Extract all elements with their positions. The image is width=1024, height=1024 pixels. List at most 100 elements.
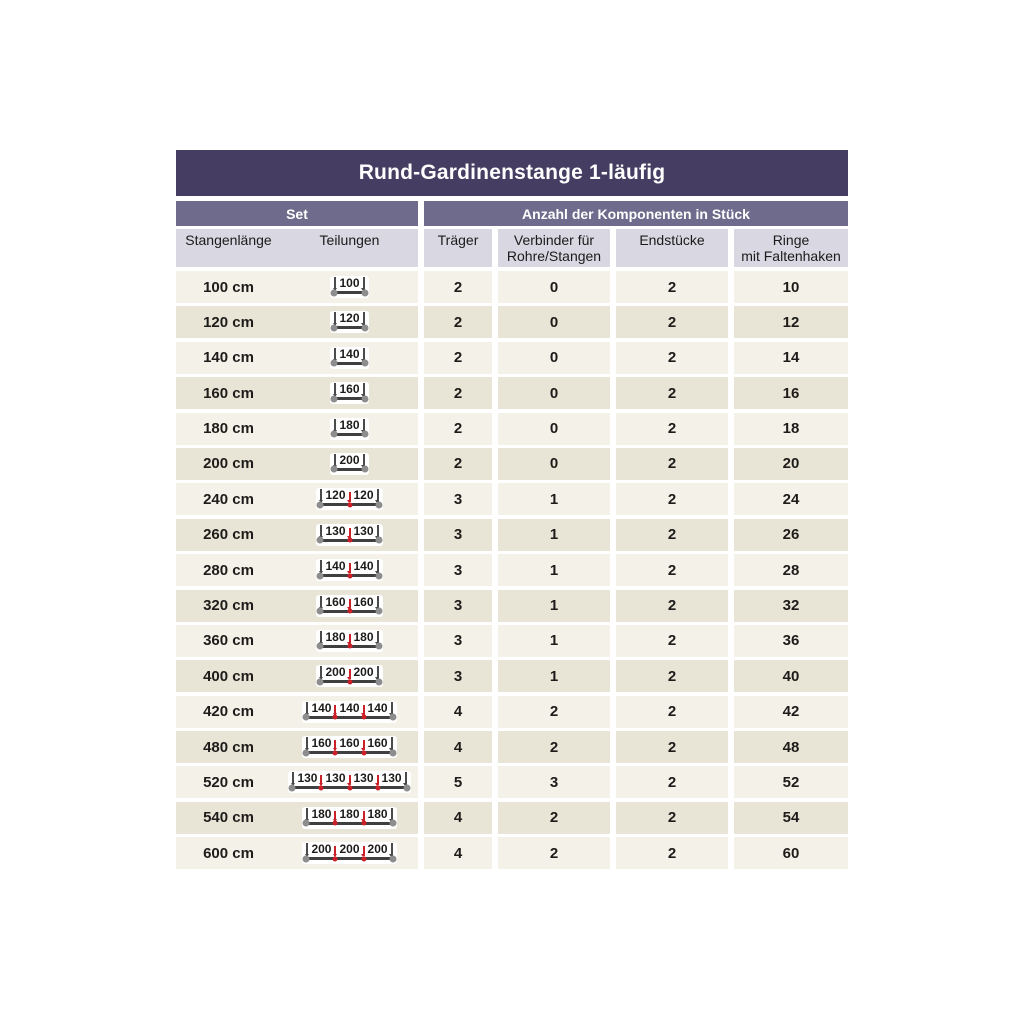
- dimension-labels: 160 160: [318, 595, 380, 610]
- endstuecke-count: 2: [616, 412, 728, 445]
- rod-end-dot-icon: [316, 536, 324, 544]
- column-header-traeger: Träger: [424, 229, 492, 267]
- rod-length-value: 140 cm: [203, 349, 254, 367]
- rod-graphic: [330, 465, 369, 473]
- connector-dot-icon: [347, 502, 352, 508]
- dimension-labels: 100: [332, 276, 366, 291]
- dimension-labels: 140 140 140: [304, 701, 394, 716]
- connector-dot-icon: [361, 750, 367, 756]
- junction-tick-icon: [332, 810, 337, 822]
- segment-length-label: 160: [311, 736, 332, 751]
- segment-length-label: 140: [325, 559, 346, 574]
- endstuecke-count: 2: [616, 306, 728, 339]
- verbinder-count: 2: [498, 837, 610, 870]
- table-row: 200 cm 200 2 0 2 20: [176, 447, 848, 480]
- rod-end-dot-icon: [302, 713, 310, 721]
- rod-end-dot-icon: [389, 819, 397, 827]
- segment-length-label: 140: [339, 346, 360, 361]
- segment-length-label: 130: [297, 771, 318, 786]
- segment-length-label: 130: [325, 523, 346, 538]
- segment-length-label: 160: [367, 736, 388, 751]
- rod-graphic: [330, 324, 369, 332]
- endstuecke-count: 2: [616, 589, 728, 622]
- dimension-labels: 180 180: [318, 629, 380, 645]
- connector-dot-icon: [318, 785, 324, 791]
- rod-end-dot-icon: [330, 359, 338, 367]
- division-diagram: 130 130 130 130: [288, 771, 411, 794]
- verbinder-count: 1: [498, 624, 610, 657]
- rod-end-dot-icon: [330, 430, 338, 438]
- rod-length-value: 400 cm: [203, 667, 254, 685]
- verbinder-count: 0: [498, 412, 610, 445]
- set-cell: 200 cm 200: [176, 447, 418, 480]
- endstuecke-count: 2: [616, 837, 728, 870]
- dimension-labels: 120: [332, 312, 366, 327]
- segment-length-label: 100: [339, 276, 360, 290]
- segment-length-label: 180: [339, 806, 360, 821]
- traeger-count: 4: [424, 801, 492, 834]
- table-row: 400 cm 200 200 3 1 2 40: [176, 660, 848, 693]
- connector-dot-icon: [361, 856, 367, 862]
- endstuecke-count: 2: [616, 731, 728, 764]
- connector-dot-icon: [347, 679, 352, 685]
- table-row: 420 cm 140 140 140 4 2 2 42: [176, 695, 848, 728]
- dimension-labels: 180: [332, 418, 366, 433]
- traeger-count: 2: [424, 306, 492, 339]
- junction-tick-icon: [347, 563, 351, 575]
- division-diagram-area: 140: [281, 346, 418, 369]
- connector-dot-icon: [361, 714, 367, 720]
- division-diagram-area: 200 200: [281, 665, 418, 688]
- traeger-count: 3: [424, 624, 492, 657]
- junction-tick-icon: [361, 704, 366, 716]
- endstuecke-count: 2: [616, 447, 728, 480]
- division-diagram: 180: [330, 417, 369, 440]
- verbinder-count: 2: [498, 731, 610, 764]
- rod-end-dot-icon: [361, 324, 369, 332]
- dimension-labels: 160 160 160: [304, 736, 394, 752]
- segment-length-label: 200: [339, 842, 360, 857]
- rod-graphic: [316, 607, 383, 615]
- rod-end-dot-icon: [316, 501, 324, 509]
- segment-length-label: 130: [381, 771, 402, 786]
- rod-graphic: [330, 395, 369, 403]
- endstuecke-count: 2: [616, 518, 728, 551]
- rod-length-value: 100 cm: [203, 278, 254, 296]
- column-header-ringe: Ringe mit Faltenhaken: [734, 229, 848, 267]
- ringe-count: 60: [734, 837, 848, 870]
- segment-length-label: 120: [325, 488, 346, 503]
- rod-graphic: [302, 749, 397, 757]
- rod-graphic: [316, 572, 383, 580]
- ringe-count: 28: [734, 554, 848, 587]
- table-row: 120 cm 120 2 0 2 12: [176, 306, 848, 339]
- endstuecke-count: 2: [616, 660, 728, 693]
- traeger-count: 2: [424, 341, 492, 374]
- segment-length-label: 180: [325, 629, 346, 644]
- division-diagram-area: 160 160: [281, 594, 418, 617]
- ringe-count: 54: [734, 801, 848, 834]
- traeger-count: 5: [424, 766, 492, 799]
- verbinder-count: 0: [498, 271, 610, 303]
- dimension-labels: 140: [332, 346, 366, 362]
- junction-tick-icon: [361, 810, 366, 822]
- rod-end-dot-icon: [389, 713, 397, 721]
- verbinder-count: 0: [498, 306, 610, 339]
- group-header-components-label: Anzahl der Komponenten in Stück: [522, 205, 750, 222]
- verbinder-count: 0: [498, 341, 610, 374]
- traeger-count: 3: [424, 589, 492, 622]
- division-diagram-area: 180 180: [281, 629, 418, 652]
- set-cell: 160 cm 160: [176, 377, 418, 410]
- junction-tick-icon: [347, 598, 351, 610]
- table-row: 360 cm 180 180 3 1 2 36: [176, 624, 848, 657]
- endstuecke-count: 2: [616, 271, 728, 303]
- dimension-labels: 130 130 130 130: [290, 771, 408, 787]
- group-header-set-label: Set: [286, 205, 308, 222]
- traeger-count: 3: [424, 518, 492, 551]
- set-cell: 420 cm 140 140 140: [176, 695, 418, 728]
- rod-graphic: [330, 359, 369, 367]
- rod-length-value: 600 cm: [203, 844, 254, 862]
- junction-tick-icon: [332, 740, 337, 752]
- rod-graphic: [330, 430, 369, 438]
- division-diagram: 140 140: [316, 559, 383, 582]
- traeger-count: 2: [424, 412, 492, 445]
- ringe-count: 18: [734, 412, 848, 445]
